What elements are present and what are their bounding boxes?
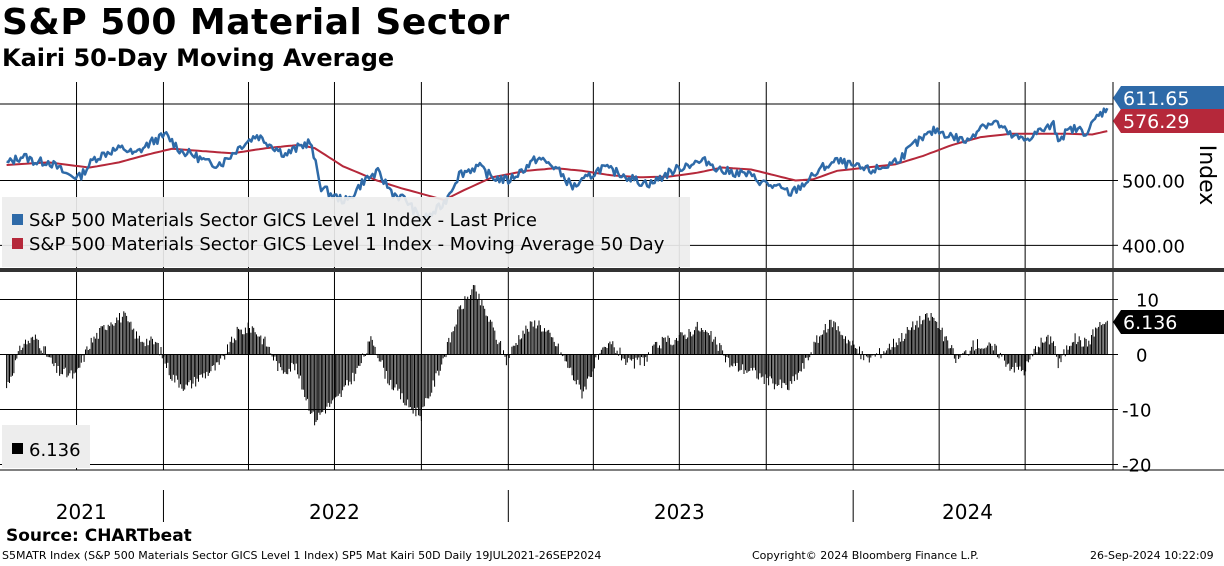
last-value-price: 611.65	[1113, 86, 1224, 110]
y-tick-label: 0	[1136, 346, 1147, 367]
ticker-info: S5MATR Index (S&P 500 Materials Sector G…	[2, 549, 602, 562]
kairi-bars	[6, 285, 1108, 426]
grid-lines	[0, 82, 1113, 470]
x-tick-label-2022: 2022	[309, 500, 360, 524]
x-tick-label-2021: 2021	[56, 500, 107, 524]
y-tick-label: 10	[1136, 291, 1159, 312]
last-value-tag-label: 6.136	[1123, 312, 1177, 334]
legend-label-price: S&P 500 Materials Sector GICS Level 1 In…	[29, 210, 537, 231]
copyright: Copyright© 2024 Bloomberg Finance L.P.	[752, 549, 979, 562]
x-tick-label-2023: 2023	[654, 500, 705, 524]
chart-subtitle: Kairi 50-Day Moving Average	[2, 44, 395, 72]
last-value-ma: 576.29	[1113, 109, 1224, 133]
last-value-tag-bg	[1113, 86, 1224, 110]
last-value-tag-bg	[1113, 109, 1224, 133]
legend-label-kairi: 6.136	[29, 440, 81, 461]
y-tick-label: -10	[1122, 401, 1151, 422]
series-line-last-price	[6, 107, 1109, 223]
last-value-kairi: 6.136	[1113, 310, 1224, 334]
y-axis-label: Index	[1194, 145, 1219, 206]
source-label: Source: CHARTbeat	[6, 526, 192, 546]
chart-title: S&P 500 Material Sector	[2, 2, 510, 43]
last-value-tag-label: 611.65	[1123, 88, 1189, 110]
legend-label-ma: S&P 500 Materials Sector GICS Level 1 In…	[29, 234, 665, 255]
legend-top: S&P 500 Materials Sector GICS Level 1 In…	[2, 197, 690, 267]
chart-area: 2021 2022 2023 2024 500.00 400.00 Index 10 0 -10 -…	[0, 82, 1224, 524]
last-value-tag-bg	[1113, 310, 1224, 334]
last-value-tag-label: 576.29	[1123, 111, 1189, 133]
x-tick-label-2024: 2024	[942, 500, 993, 524]
legend-swatch-ma	[12, 238, 23, 249]
legend-swatch-kairi	[12, 443, 23, 454]
legend-swatch-price	[12, 214, 23, 225]
legend-bottom: 6.136	[2, 425, 90, 468]
y-tick-label: -20	[1122, 456, 1151, 477]
y-tick-label: 400.00	[1122, 236, 1185, 257]
timestamp: 26-Sep-2024 10:22:09	[1090, 549, 1214, 562]
y-tick-label: 500.00	[1122, 172, 1185, 193]
legend-background	[2, 197, 690, 267]
